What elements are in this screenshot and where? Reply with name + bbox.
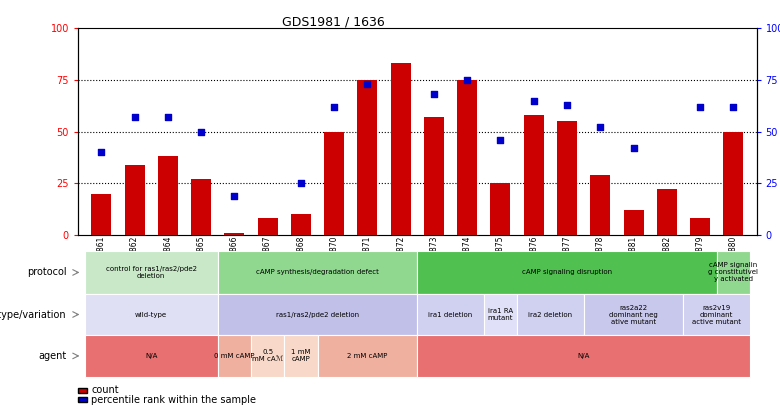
Text: percentile rank within the sample: percentile rank within the sample [91, 395, 257, 405]
Bar [557, 122, 577, 235]
Text: GSM63866: GSM63866 [230, 236, 239, 277]
Text: N/A: N/A [145, 353, 158, 359]
Bar [324, 132, 344, 235]
Point [361, 81, 374, 87]
Text: ira1 RA
mutant: ira1 RA mutant [488, 308, 513, 321]
Point [295, 180, 307, 186]
Bar [291, 214, 311, 235]
Bar [391, 64, 410, 235]
Text: GSM63874: GSM63874 [463, 236, 472, 277]
Bar [657, 190, 677, 235]
Text: ira1 deletion: ira1 deletion [428, 311, 473, 318]
Text: GDS1981 / 1636: GDS1981 / 1636 [282, 15, 385, 28]
Bar [191, 179, 211, 235]
Text: GSM63872: GSM63872 [396, 236, 405, 277]
Point [95, 149, 108, 156]
Text: cAMP signalin
g constitutivel
y activated: cAMP signalin g constitutivel y activate… [708, 262, 758, 282]
Text: ira2 deletion: ira2 deletion [528, 311, 573, 318]
Text: GSM63878: GSM63878 [596, 236, 604, 277]
Text: cAMP synthesis/degradation defect: cAMP synthesis/degradation defect [256, 269, 379, 275]
Text: GSM63864: GSM63864 [163, 236, 172, 277]
Point [594, 124, 607, 131]
Bar [424, 117, 444, 235]
Point [328, 104, 340, 110]
Bar [457, 80, 477, 235]
Text: GSM63862: GSM63862 [130, 236, 139, 277]
Bar [357, 80, 378, 235]
Text: genotype/variation: genotype/variation [0, 309, 66, 320]
Text: GSM63882: GSM63882 [662, 236, 672, 277]
Text: GSM63873: GSM63873 [430, 236, 438, 277]
Point [495, 136, 507, 143]
Text: ras1/ras2/pde2 deletion: ras1/ras2/pde2 deletion [276, 311, 359, 318]
Point [128, 114, 141, 120]
Text: GSM63861: GSM63861 [97, 236, 106, 277]
Text: control for ras1/ras2/pde2
deletion: control for ras1/ras2/pde2 deletion [105, 266, 197, 279]
Bar [523, 115, 544, 235]
Point [727, 104, 739, 110]
Text: GSM63880: GSM63880 [729, 236, 738, 277]
Text: GSM63875: GSM63875 [496, 236, 505, 277]
Bar [623, 210, 644, 235]
Point [461, 77, 473, 83]
Text: count: count [91, 386, 119, 395]
Text: GSM63879: GSM63879 [696, 236, 704, 277]
Bar [491, 183, 510, 235]
Bar [125, 165, 144, 235]
Text: GSM63870: GSM63870 [330, 236, 339, 277]
Text: 0.5
mM cAℳ: 0.5 mM cAℳ [252, 350, 283, 362]
Bar [91, 194, 112, 235]
Bar [723, 132, 743, 235]
Text: cAMP signaling disruption: cAMP signaling disruption [522, 269, 612, 275]
Bar [690, 218, 710, 235]
Text: protocol: protocol [27, 267, 66, 277]
Text: wild-type: wild-type [135, 311, 167, 318]
Point [427, 91, 440, 98]
Text: GSM63877: GSM63877 [562, 236, 572, 277]
Point [561, 102, 573, 108]
Text: GSM63881: GSM63881 [629, 236, 638, 277]
Text: N/A: N/A [577, 353, 590, 359]
Bar [158, 156, 178, 235]
Text: ras2a22
dominant neg
ative mutant: ras2a22 dominant neg ative mutant [609, 305, 658, 324]
Point [228, 192, 240, 199]
Text: agent: agent [38, 351, 66, 361]
Text: GSM63867: GSM63867 [263, 236, 272, 277]
Bar [225, 233, 244, 235]
Point [627, 145, 640, 151]
Point [694, 104, 707, 110]
Text: 2 mM cAMP: 2 mM cAMP [347, 353, 388, 359]
Bar [257, 218, 278, 235]
Text: ras2v19
dominant
active mutant: ras2v19 dominant active mutant [692, 305, 741, 324]
Text: GSM63876: GSM63876 [529, 236, 538, 277]
Text: GSM63868: GSM63868 [296, 236, 306, 277]
Text: GSM63865: GSM63865 [197, 236, 206, 277]
Bar [590, 175, 610, 235]
Point [527, 98, 540, 104]
Text: 1 mM
cAMP: 1 mM cAMP [291, 350, 310, 362]
Text: GSM63871: GSM63871 [363, 236, 372, 277]
Point [161, 114, 174, 120]
Point [195, 128, 207, 135]
Text: 0 mM cAMP: 0 mM cAMP [214, 353, 254, 359]
